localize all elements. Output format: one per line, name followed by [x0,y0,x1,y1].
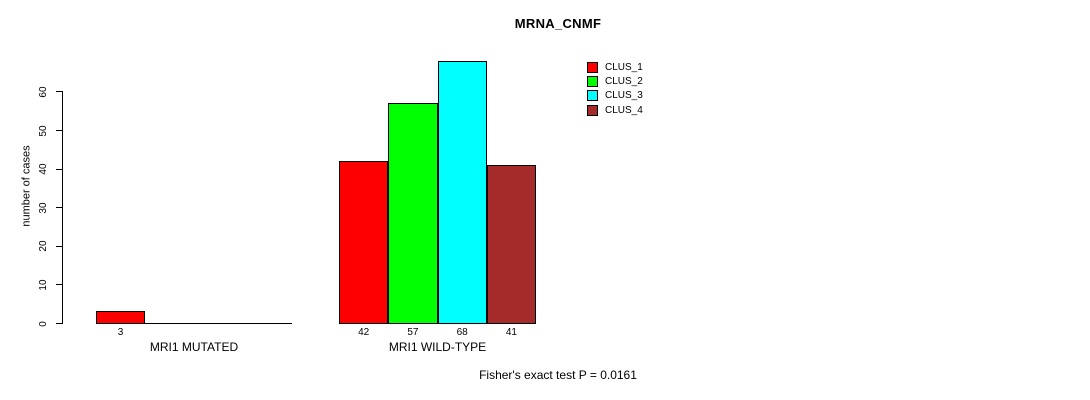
legend-swatch-clus_3 [587,90,598,102]
y-tick [56,284,62,286]
group-label: MRI1 WILD-TYPE [388,340,487,354]
legend-item-clus_4: CLUS_4 [587,104,643,116]
y-tick-label: 40 [38,163,49,175]
legend-label: CLUS_1 [605,62,643,73]
y-tick-label: 10 [38,279,49,291]
bar-value-label: 3 [117,327,124,338]
y-tick [56,91,62,93]
legend-item-clus_3: CLUS_3 [587,90,643,102]
legend-label: CLUS_4 [605,104,643,116]
legend-label: CLUS_3 [605,90,643,102]
legend-label: CLUS_2 [605,76,643,88]
y-axis-label: number of cases [20,145,33,227]
chart-title: MRNA_CNMF [514,16,602,31]
group-baseline [96,323,292,324]
fisher-test-annotation: Fisher's exact test P = 0.0161 [479,368,637,382]
bar-clus_2 [388,102,438,324]
legend-item-clus_2: CLUS_2 [587,76,643,88]
bar-clus_4 [486,164,536,324]
legend-item-clus_1: CLUS_1 [587,62,643,73]
bar-value-label: 57 [407,327,419,338]
y-tick [56,207,62,209]
group-label: MRI1 MUTATED [149,340,239,354]
bar-clus_1 [339,160,389,324]
legend-swatch-clus_2 [587,76,598,88]
y-tick-label: 0 [38,320,49,327]
legend-swatch-clus_4 [587,104,598,116]
y-tick [56,168,62,170]
bar-value-label: 68 [456,327,468,338]
y-tick-label: 20 [38,240,49,252]
y-tick-label: 60 [38,86,49,98]
y-tick-label: 50 [38,124,49,137]
y-tick [56,245,62,247]
y-tick [56,323,62,324]
bar-value-label: 42 [358,327,370,338]
legend-swatch-clus_1 [587,62,598,73]
y-axis-line [62,91,63,324]
bar-clus_1 [96,311,145,324]
y-tick-label: 30 [38,202,49,214]
y-tick [56,130,62,131]
bar-clus_3 [437,60,487,324]
bar-value-label: 41 [505,327,517,338]
